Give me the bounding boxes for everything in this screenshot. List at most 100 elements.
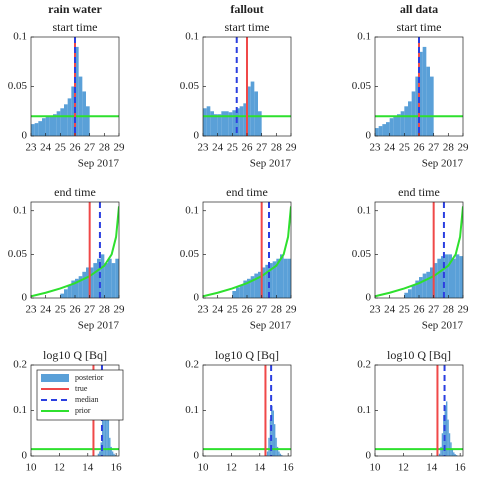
bar: [82, 271, 86, 298]
x-tick-label: 29: [458, 304, 470, 316]
bar: [89, 267, 94, 298]
bar: [411, 91, 416, 136]
plot-area: [375, 202, 463, 298]
bar: [415, 280, 419, 298]
bar: [455, 455, 458, 456]
x-tick-label: 28: [99, 142, 111, 154]
bar: [441, 433, 444, 456]
bar: [60, 293, 64, 298]
bar: [86, 106, 90, 136]
x-tick-label: 16: [111, 462, 123, 474]
bar: [278, 451, 280, 456]
bar: [113, 453, 115, 456]
y-tick-label: 0.1: [185, 204, 199, 216]
bar: [272, 261, 277, 298]
bar: [109, 437, 111, 456]
panel-title: end time: [398, 185, 440, 199]
bar: [254, 273, 258, 298]
panel-title: log10 Q [Bq]: [215, 348, 279, 362]
x-tick-label: 29: [286, 304, 298, 316]
bar: [75, 46, 79, 136]
bar: [34, 123, 39, 136]
bar: [459, 256, 463, 298]
bar: [56, 111, 61, 136]
bar: [397, 114, 401, 136]
bar: [433, 263, 438, 298]
y-tick-label: 0.2: [13, 359, 27, 371]
bar: [437, 258, 441, 298]
bar: [250, 81, 255, 136]
bar: [375, 128, 379, 136]
bar: [104, 263, 108, 298]
y-tick-label: 0.05: [352, 80, 372, 92]
x-tick-label: 23: [26, 142, 38, 154]
x-tick-label: 10: [198, 462, 210, 474]
bar: [111, 263, 116, 298]
panel-title: start time: [397, 20, 442, 34]
x-tick-label: 27: [428, 304, 440, 316]
bar: [86, 267, 90, 298]
y-tick-label: 0.1: [357, 204, 371, 216]
bar: [203, 108, 207, 136]
bar: [49, 116, 53, 136]
bar: [400, 111, 405, 136]
plot-area: [203, 37, 291, 136]
bar: [441, 256, 445, 298]
bar: [64, 104, 68, 136]
plot-area: [375, 365, 463, 456]
bar: [422, 273, 427, 298]
x-tick-label: 14: [254, 462, 266, 474]
x-tick-label: 25: [55, 304, 67, 316]
x-tick-label: 10: [26, 462, 38, 474]
bar: [247, 278, 251, 298]
x-tick-label: 27: [256, 304, 268, 316]
y-tick-label: 0.05: [352, 248, 372, 260]
x-tick-label: 25: [399, 304, 411, 316]
bar: [64, 289, 68, 298]
x-tick-label: 29: [458, 142, 470, 154]
x-tick-label: 16: [283, 462, 295, 474]
x-tick-label: 24: [40, 142, 52, 154]
panel-title: end time: [54, 185, 96, 199]
bar: [67, 284, 72, 298]
x-tick-label: 26: [242, 142, 254, 154]
x-tick-label: 27: [84, 304, 96, 316]
bar: [275, 437, 277, 456]
bar: [283, 258, 288, 298]
x-tick-label: 26: [242, 304, 254, 316]
bar: [42, 118, 46, 136]
bar: [445, 401, 448, 456]
x-tick-label: 29: [114, 142, 126, 154]
bar: [60, 108, 64, 136]
bar: [430, 76, 434, 136]
bar: [239, 106, 244, 136]
x-tick-label: 24: [40, 304, 52, 316]
plot-area: [31, 202, 119, 298]
bar: [247, 86, 251, 136]
x-tick-label: 29: [114, 304, 126, 316]
bar: [221, 111, 225, 136]
x-tick-label: 26: [414, 304, 426, 316]
bar: [115, 258, 119, 298]
bar: [232, 110, 236, 136]
bar: [97, 258, 101, 298]
bar: [265, 264, 269, 298]
bar: [451, 449, 454, 456]
bar: [455, 254, 460, 298]
bar: [53, 114, 57, 136]
x-tick-label: 24: [384, 142, 396, 154]
column-header: all data: [400, 2, 438, 16]
bar: [415, 76, 419, 136]
bar: [107, 419, 110, 456]
legend-label: median: [75, 395, 99, 404]
y-tick-label: 0: [194, 292, 200, 304]
bar: [250, 276, 255, 298]
x-tick-label: 23: [198, 304, 210, 316]
panel-title: start time: [225, 20, 270, 34]
x-tick-label: 27: [256, 142, 268, 154]
x-tick-label: 28: [443, 304, 455, 316]
bar: [440, 446, 442, 456]
bar: [71, 86, 75, 136]
x-tick-label: 26: [70, 304, 82, 316]
